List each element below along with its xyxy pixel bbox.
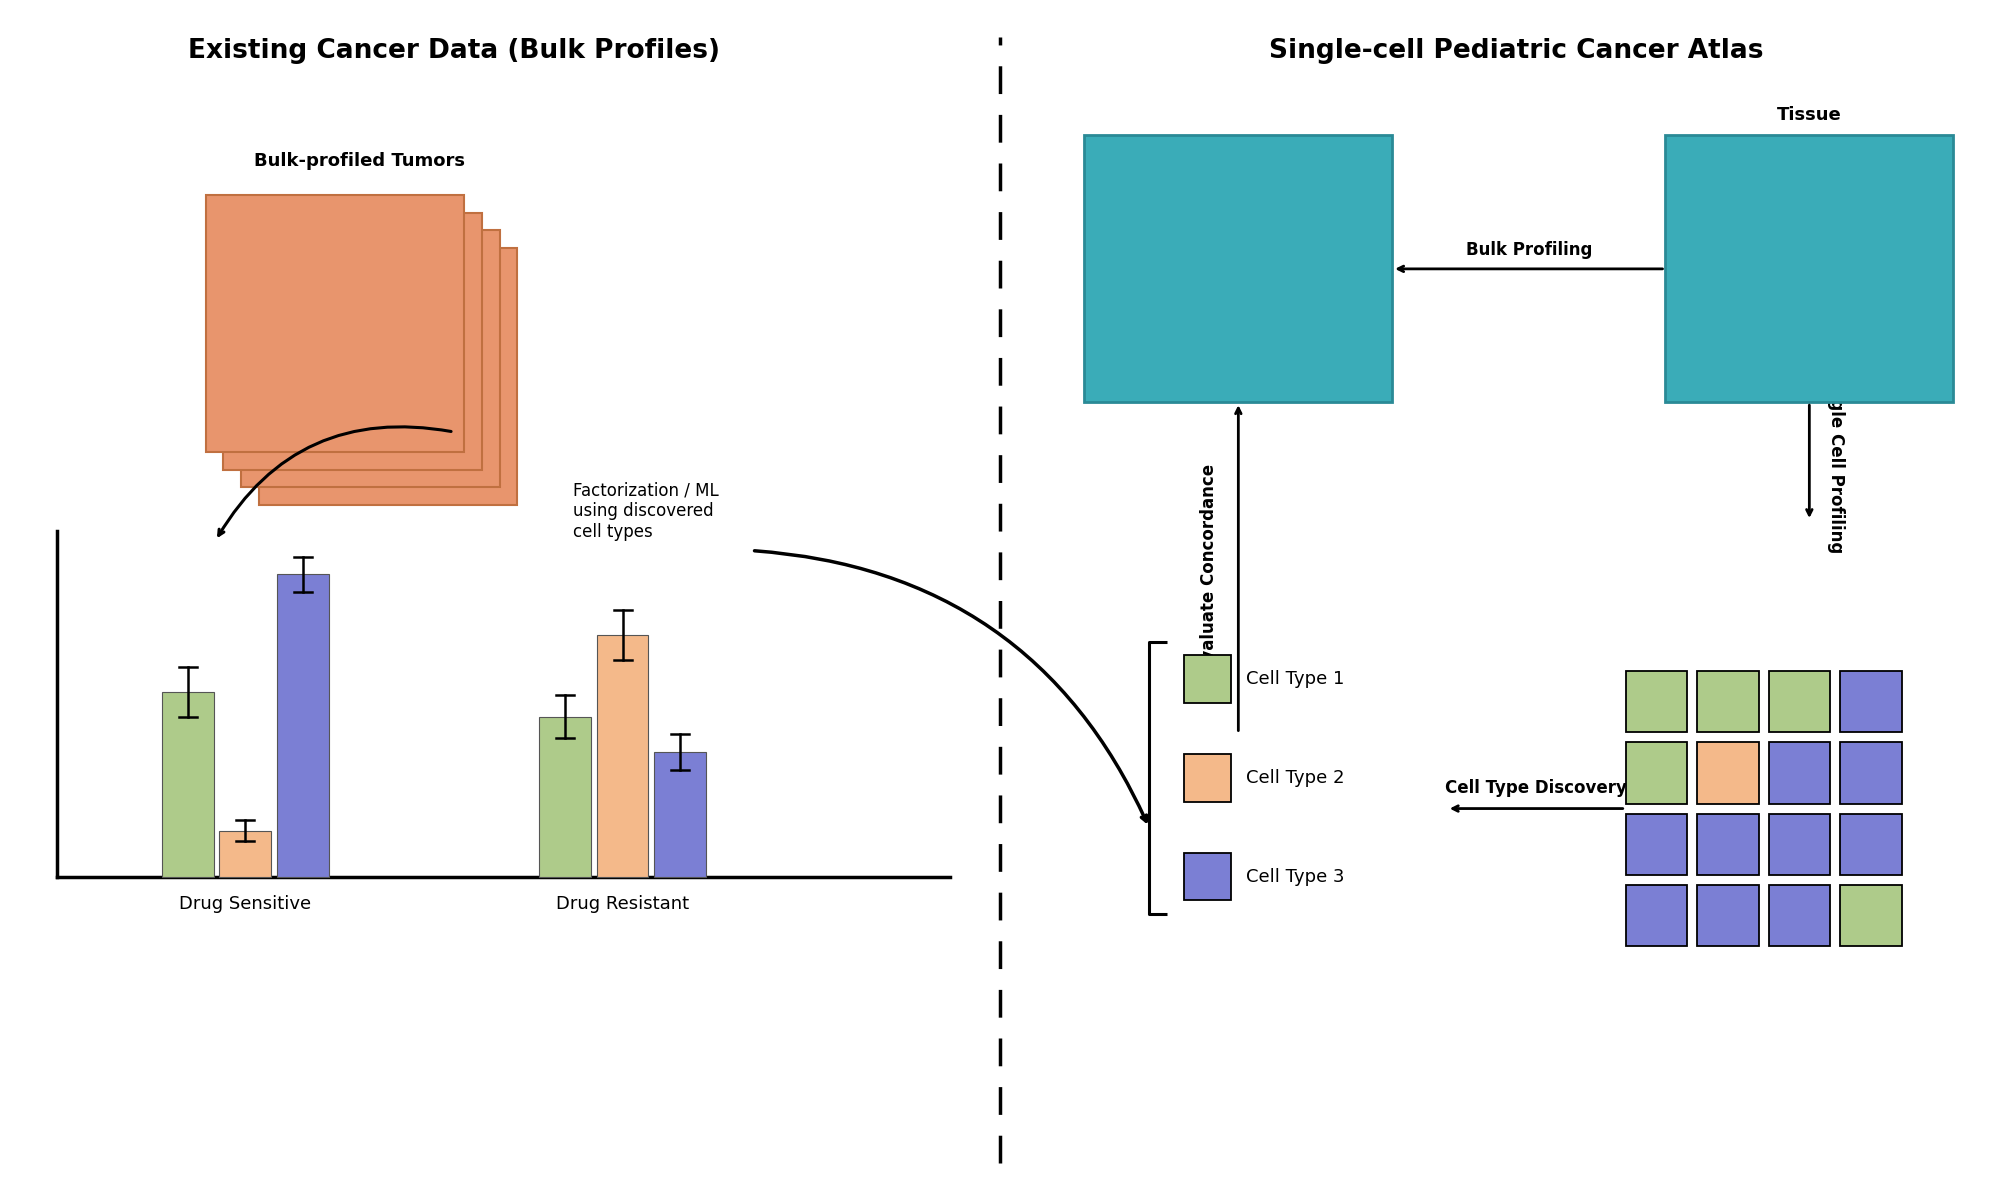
Text: Cell Type 1: Cell Type 1 — [1246, 670, 1344, 688]
FancyBboxPatch shape — [1184, 655, 1232, 703]
Text: Cell Type 2: Cell Type 2 — [1246, 769, 1344, 787]
Bar — [654, 752, 706, 877]
FancyBboxPatch shape — [224, 212, 482, 469]
FancyBboxPatch shape — [1626, 884, 1688, 946]
FancyBboxPatch shape — [1840, 814, 1902, 875]
Text: Drug Resistant: Drug Resistant — [556, 894, 690, 912]
Text: Bulk-profiled Tumors: Bulk-profiled Tumors — [254, 152, 464, 170]
Text: Drug Sensitive: Drug Sensitive — [180, 894, 312, 912]
Text: Bulk Profiling: Bulk Profiling — [1466, 241, 1592, 259]
FancyBboxPatch shape — [1184, 853, 1232, 900]
FancyBboxPatch shape — [1698, 814, 1758, 875]
FancyBboxPatch shape — [1768, 814, 1830, 875]
FancyBboxPatch shape — [1768, 671, 1830, 732]
Text: Single-cell Pediatric Cancer Atlas: Single-cell Pediatric Cancer Atlas — [1270, 38, 1764, 65]
Bar — [596, 635, 648, 877]
Text: Tissue: Tissue — [1776, 106, 1842, 124]
FancyBboxPatch shape — [242, 230, 500, 487]
FancyBboxPatch shape — [1626, 671, 1688, 732]
Text: Single Cell Profiling: Single Cell Profiling — [1828, 370, 1846, 553]
FancyBboxPatch shape — [1840, 743, 1902, 804]
FancyBboxPatch shape — [1626, 814, 1688, 875]
FancyBboxPatch shape — [1084, 136, 1392, 402]
Bar — [162, 691, 214, 877]
Text: Cell Type 3: Cell Type 3 — [1246, 868, 1344, 886]
Bar — [220, 830, 272, 877]
FancyBboxPatch shape — [1698, 671, 1758, 732]
FancyBboxPatch shape — [260, 248, 518, 505]
FancyBboxPatch shape — [1768, 743, 1830, 804]
Text: Cell Type Discovery: Cell Type Discovery — [1446, 779, 1628, 797]
FancyBboxPatch shape — [1768, 884, 1830, 946]
FancyBboxPatch shape — [1698, 884, 1758, 946]
FancyBboxPatch shape — [1698, 743, 1758, 804]
FancyBboxPatch shape — [1626, 743, 1688, 804]
FancyBboxPatch shape — [206, 194, 464, 451]
Bar — [540, 716, 590, 877]
Bar — [278, 575, 328, 877]
FancyBboxPatch shape — [1840, 671, 1902, 732]
Text: Existing Cancer Data (Bulk Profiles): Existing Cancer Data (Bulk Profiles) — [188, 38, 720, 65]
Text: Factorization / ML
using discovered
cell types: Factorization / ML using discovered cell… — [572, 481, 718, 541]
FancyBboxPatch shape — [1840, 884, 1902, 946]
FancyBboxPatch shape — [1666, 136, 1954, 402]
Text: Evaluate Concordance: Evaluate Concordance — [1200, 464, 1218, 672]
FancyBboxPatch shape — [1184, 754, 1232, 802]
